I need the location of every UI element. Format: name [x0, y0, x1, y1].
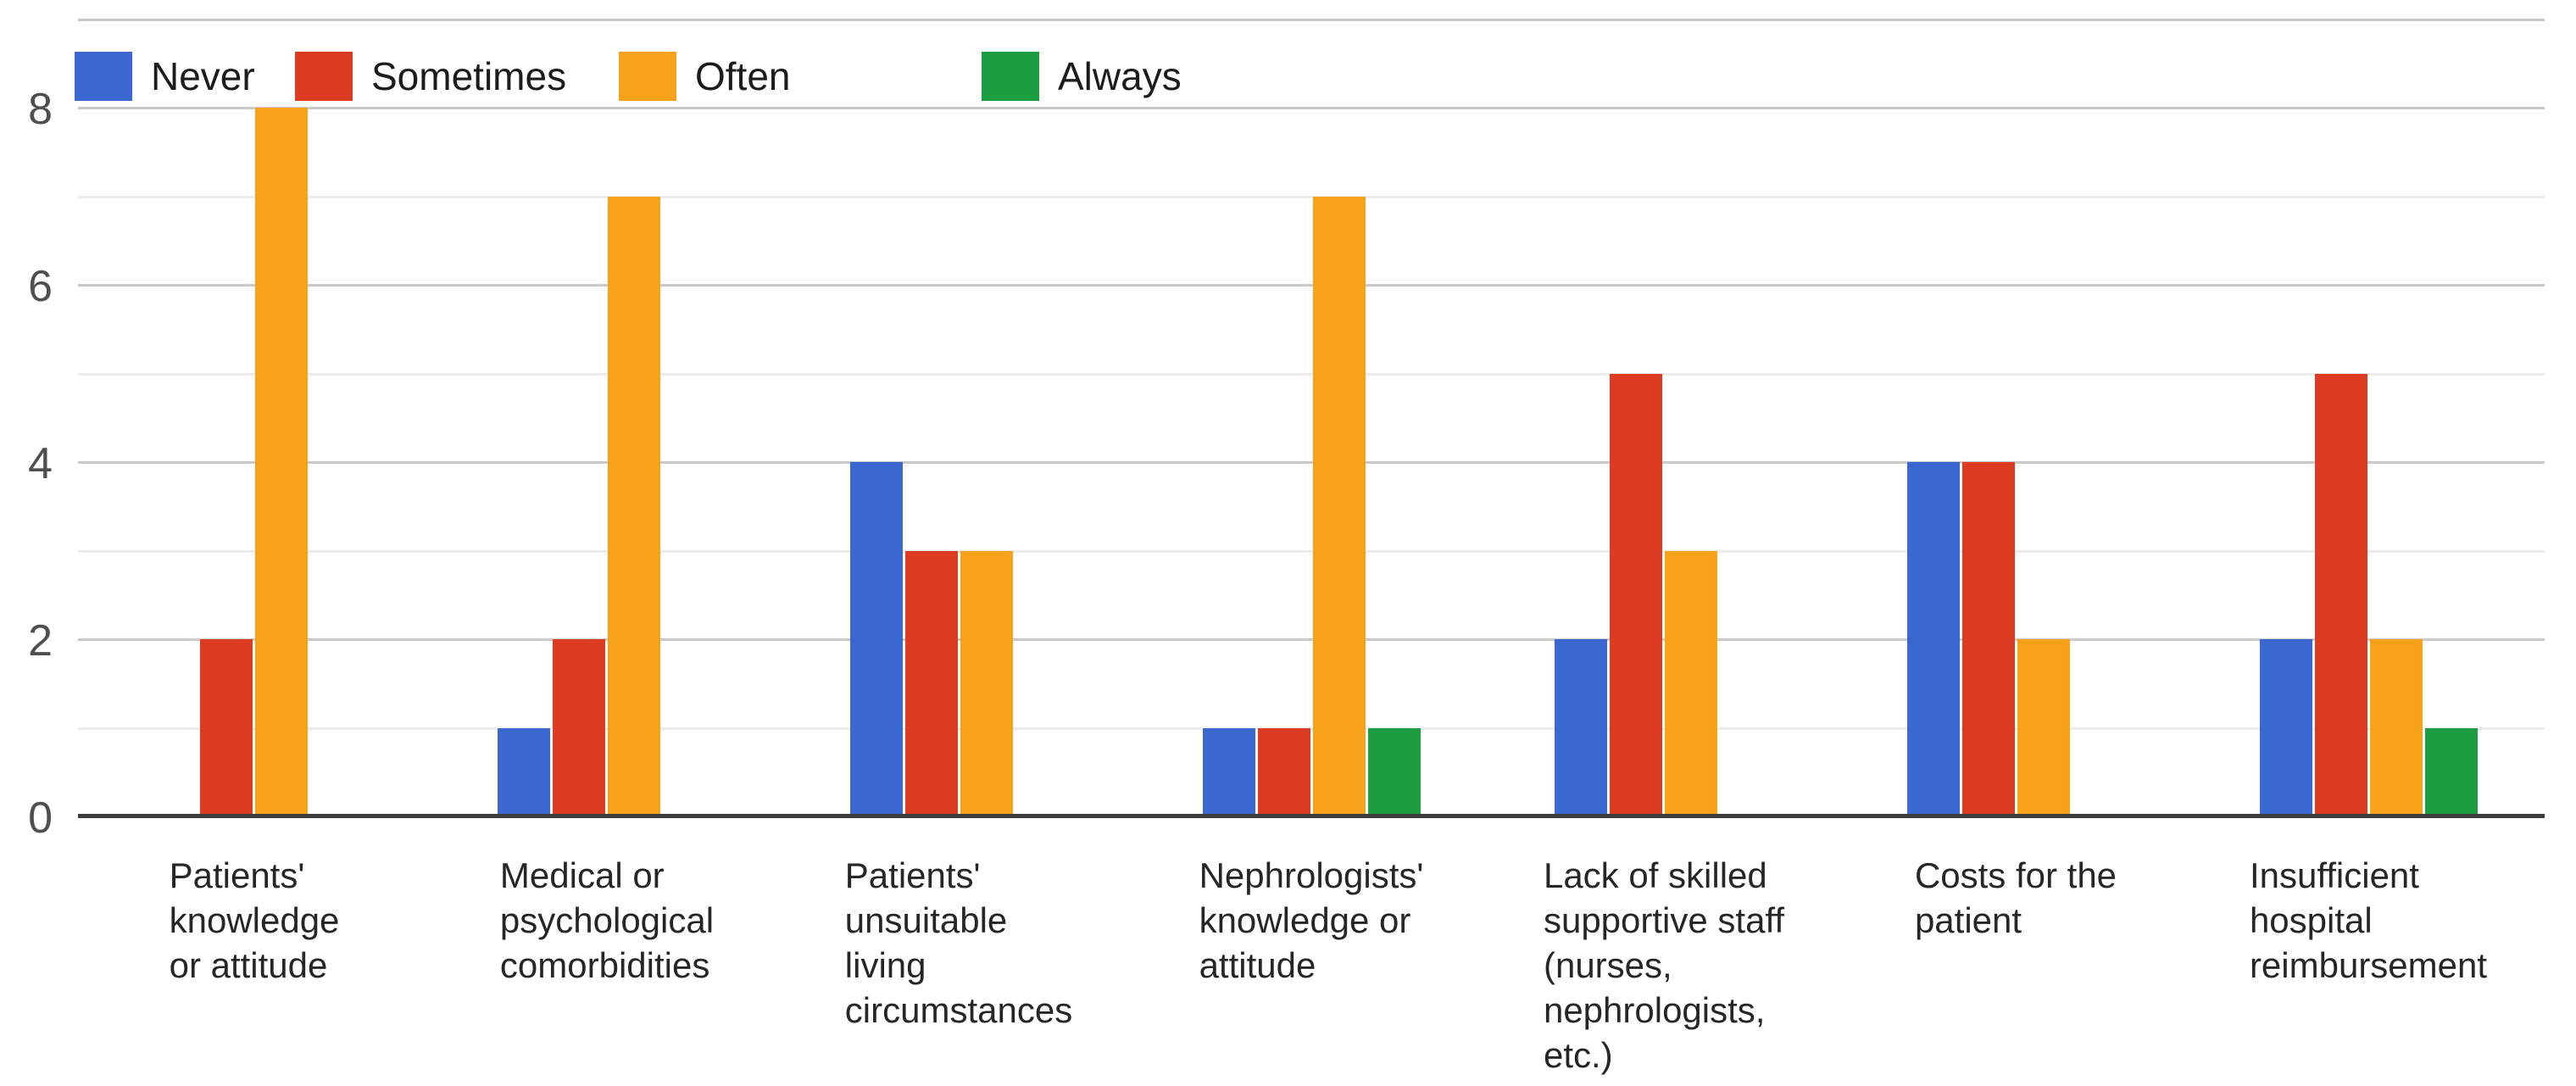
category-label-line: comorbidities [499, 945, 710, 985]
bar-often-group1 [255, 108, 308, 816]
category-label-text-group6: Costs for the patient [1915, 853, 2117, 943]
bar-never-group3 [850, 462, 903, 816]
gridline-y8 [78, 107, 2545, 109]
bar-never-group6 [1907, 462, 1960, 816]
gridline-y2 [78, 638, 2545, 641]
bar-never-group2 [498, 728, 550, 817]
gridline-y1 [78, 727, 2545, 730]
legend-item-often: Often [619, 51, 791, 102]
bar-often-group2 [608, 197, 660, 817]
category-label-line: patient [1914, 900, 2022, 940]
bar-sometimes-group2 [553, 639, 605, 816]
bar-often-group4 [1313, 197, 1366, 817]
gridline-y5 [78, 373, 2545, 376]
category-label-line: nephrologists, [1543, 990, 1766, 1030]
bar-sometimes-group6 [1962, 462, 2015, 816]
category-label-line: Lack of skilled [1543, 855, 1767, 895]
legend-label-always: Always [1058, 54, 1182, 98]
category-label-text-group2: Medical or psychological comorbidities [500, 853, 714, 988]
category-label-line: etc.) [1543, 1035, 1613, 1075]
category-label-line: Costs for the [1914, 855, 2117, 895]
bar-often-group6 [2017, 639, 2070, 816]
bar-always-group7 [2425, 728, 2478, 817]
category-label-line: reimbursement [2249, 945, 2488, 985]
legend-swatch-always [982, 52, 1039, 101]
legend-swatch-often [619, 52, 676, 101]
y-tick-label-0: 0 [28, 794, 53, 843]
legend-swatch-sometimes [295, 52, 353, 101]
gridline-y3 [78, 550, 2545, 553]
category-label-group6: Costs for the patient [1846, 853, 2185, 943]
category-label-line: hospital [2249, 900, 2373, 940]
category-label-line: attitude [1199, 945, 1316, 985]
category-label-line: circumstances [844, 990, 1073, 1030]
category-label-line: supportive staff [1543, 900, 1785, 940]
category-label-line: knowledge or [1199, 900, 1411, 940]
category-label-line: Patients' [169, 855, 305, 895]
legend-item-always: Always [982, 51, 1182, 102]
bar-often-group7 [2370, 639, 2423, 816]
category-label-group2: Medical or psychological comorbidities [437, 853, 776, 988]
bar-sometimes-group5 [1610, 374, 1662, 817]
legend-swatch-never [75, 52, 132, 101]
category-label-line: psychological [499, 900, 715, 940]
bar-never-group7 [2260, 639, 2312, 816]
category-label-line: Nephrologists' [1199, 855, 1424, 895]
gridline-y4 [78, 461, 2545, 464]
bar-often-group3 [960, 551, 1013, 817]
legend-label-sometimes: Sometimes [371, 54, 567, 98]
bar-sometimes-group1 [200, 639, 253, 816]
bar-sometimes-group3 [905, 551, 958, 817]
category-label-text-group4: Nephrologists' knowledge or attitude [1199, 853, 1424, 988]
category-label-text-group5: Lack of skilled supportive staff (nurses, n… [1544, 853, 1784, 1078]
legend-label-never: Never [151, 54, 255, 98]
category-label-text-group3: Patients' unsuitable living circumstances [845, 853, 1072, 1033]
gridline-y6 [78, 284, 2545, 287]
gridline-y9 [78, 19, 2545, 21]
category-label-group3: Patients' unsuitable living circumstances [789, 853, 1128, 1033]
bar-sometimes-group4 [1258, 728, 1310, 817]
bar-always-group4 [1368, 728, 1421, 817]
category-label-text-group1: Patients' knowledge or attitude [170, 853, 340, 988]
category-label-line: knowledge [169, 900, 340, 940]
category-label-line: or attitude [169, 945, 328, 985]
legend-item-sometimes: Sometimes [295, 51, 566, 102]
x-axis-line [78, 814, 2545, 818]
y-tick-label-4: 4 [28, 439, 53, 488]
y-tick-label-2: 2 [28, 616, 53, 666]
category-label-line: Insufficient [2249, 855, 2419, 895]
category-label-group5: Lack of skilled supportive staff (nurses, n… [1494, 853, 1833, 1078]
y-tick-label-8: 8 [28, 85, 53, 134]
bar-never-group4 [1203, 728, 1255, 817]
category-label-line: living [844, 945, 926, 985]
legend-item-never: Never [75, 51, 255, 102]
category-label-group4: Nephrologists' knowledge or attitude [1142, 853, 1481, 988]
category-label-text-group7: Insufficient hospital reimbursement [2250, 853, 2487, 988]
bar-often-group5 [1665, 551, 1717, 817]
y-tick-label-6: 6 [28, 262, 53, 311]
bar-never-group5 [1555, 639, 1607, 816]
gridline-y7 [78, 196, 2545, 198]
legend-label-often: Often [695, 54, 791, 98]
category-label-group7: Insufficient hospital reimbursement [2199, 853, 2538, 988]
category-label-line: Patients' [844, 855, 981, 895]
category-label-line: (nurses, [1543, 945, 1672, 985]
category-label-line: unsuitable [844, 900, 1008, 940]
category-label-line: Medical or [499, 855, 665, 895]
category-label-group1: Patients' knowledge or attitude [85, 853, 424, 988]
bar-sometimes-group7 [2315, 374, 2367, 817]
